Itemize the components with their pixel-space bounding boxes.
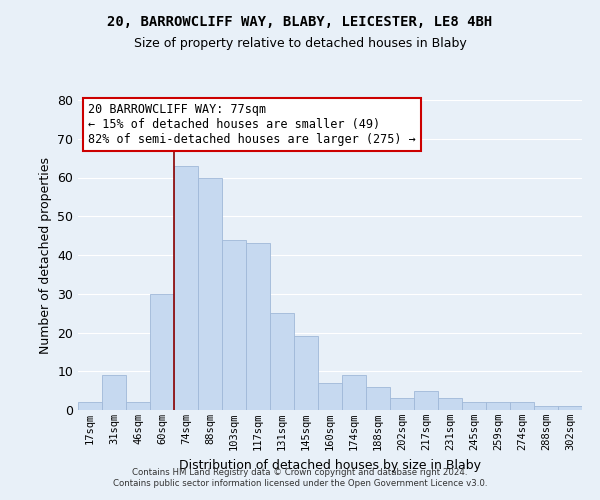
Y-axis label: Number of detached properties: Number of detached properties: [38, 156, 52, 354]
Text: Size of property relative to detached houses in Blaby: Size of property relative to detached ho…: [134, 38, 466, 51]
Bar: [174, 166, 198, 410]
Bar: [198, 178, 222, 410]
Text: 20, BARROWCLIFF WAY, BLABY, LEICESTER, LE8 4BH: 20, BARROWCLIFF WAY, BLABY, LEICESTER, L…: [107, 15, 493, 29]
X-axis label: Distribution of detached houses by size in Blaby: Distribution of detached houses by size …: [179, 458, 481, 471]
Bar: [414, 390, 438, 410]
Bar: [102, 375, 126, 410]
Bar: [438, 398, 462, 410]
Text: 20 BARROWCLIFF WAY: 77sqm
← 15% of detached houses are smaller (49)
82% of semi-: 20 BARROWCLIFF WAY: 77sqm ← 15% of detac…: [88, 103, 416, 146]
Bar: [126, 402, 150, 410]
Bar: [366, 387, 390, 410]
Bar: [342, 375, 366, 410]
Bar: [294, 336, 318, 410]
Bar: [150, 294, 174, 410]
Bar: [318, 383, 342, 410]
Bar: [510, 402, 534, 410]
Bar: [78, 402, 102, 410]
Bar: [270, 313, 294, 410]
Bar: [534, 406, 558, 410]
Bar: [462, 402, 486, 410]
Bar: [222, 240, 246, 410]
Bar: [390, 398, 414, 410]
Bar: [558, 406, 582, 410]
Bar: [486, 402, 510, 410]
Text: Contains HM Land Registry data © Crown copyright and database right 2024.
Contai: Contains HM Land Registry data © Crown c…: [113, 468, 487, 487]
Bar: [246, 244, 270, 410]
